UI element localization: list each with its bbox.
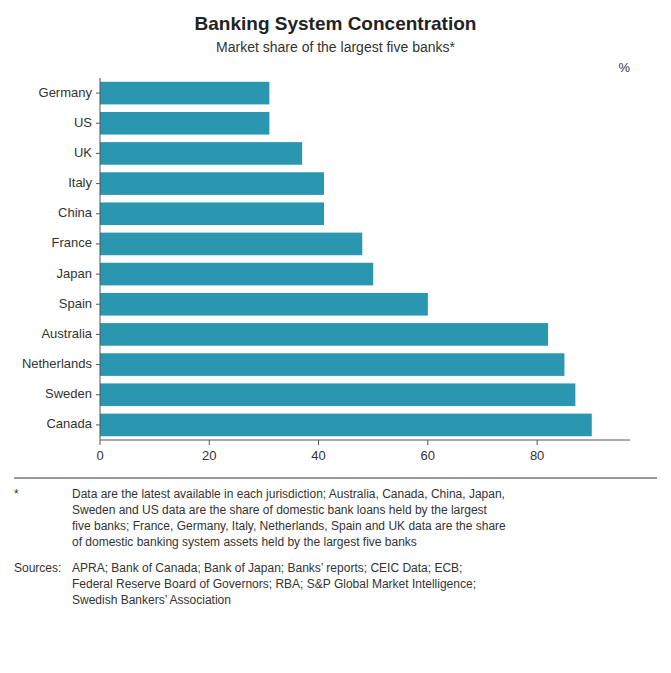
y-tick-label: Spain [59,296,92,311]
bar [100,414,592,437]
y-tick-label: UK [74,145,92,160]
x-tick [537,440,538,445]
y-tick [96,153,100,154]
x-tick-label: 80 [530,448,544,463]
bar [100,82,269,105]
bar [100,323,548,346]
note-text: APRA; Bank of Canada; Bank of Japan; Ban… [72,561,476,607]
y-tick-label: Canada [46,416,92,431]
x-tick [209,440,210,445]
note-text: Data are the latest available in each ju… [72,487,506,549]
y-tick [96,183,100,184]
y-tick [96,93,100,94]
x-axis-line [100,440,630,441]
x-tick [318,440,319,445]
y-tick-label: Japan [57,266,92,281]
x-tick [100,440,101,445]
x-tick-label: 20 [202,448,216,463]
y-tick-label: Germany [39,85,93,100]
bars [100,82,592,436]
y-tick [96,213,100,214]
y-tick-label: France [52,235,92,250]
bar [100,142,302,165]
x-tick [427,440,428,445]
y-tick [96,304,100,305]
y-tick-label: China [58,205,93,220]
note-label: * [14,487,19,501]
y-tick [96,364,100,365]
chart-root: Banking System Concentration Market share… [0,0,671,673]
note-label: Sources: [14,561,61,575]
x-tick-label: 60 [421,448,435,463]
y-tick [96,394,100,395]
x-axis-label: % [618,60,630,75]
bar [100,293,428,316]
y-tick [96,424,100,425]
bar [100,383,575,406]
bar [100,233,362,256]
bar [100,202,324,225]
x-tick-label: 40 [311,448,325,463]
y-tick [96,334,100,335]
bar [100,353,564,376]
y-tick [96,274,100,275]
y-tick-label: Australia [41,326,92,341]
subtitle: Market share of the largest five banks* [216,39,455,55]
title: Banking System Concentration [195,13,477,34]
y-tick-label: Italy [68,175,92,190]
y-axis-line [100,78,101,440]
bar [100,172,324,195]
y-tick [96,243,100,244]
bar [100,112,269,135]
x-tick-label: 0 [96,448,103,463]
y-tick-label: Sweden [45,386,92,401]
y-tick-label: Netherlands [22,356,93,371]
y-tick-label: US [74,115,92,130]
bar [100,263,373,286]
divider [14,478,657,479]
y-tick [96,123,100,124]
